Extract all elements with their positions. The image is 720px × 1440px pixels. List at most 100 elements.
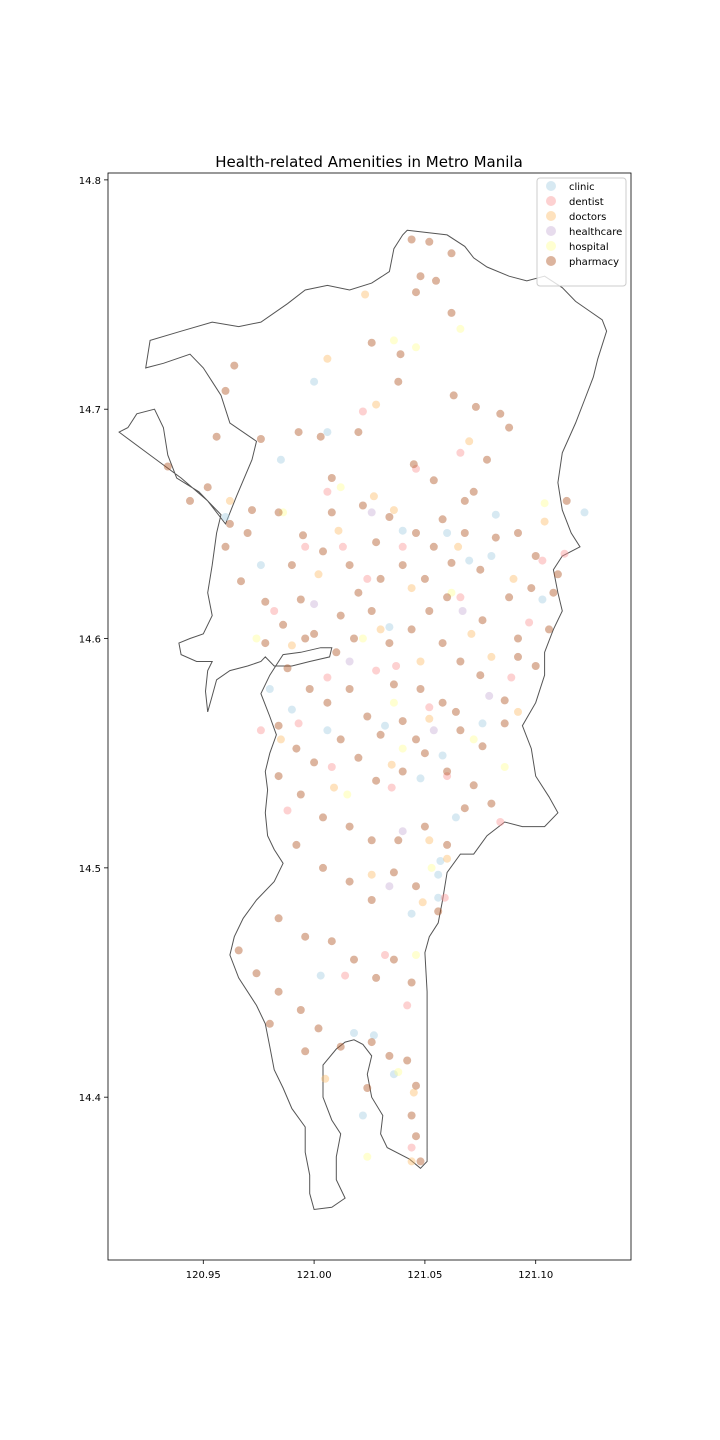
- pharmacy-point: [358, 501, 367, 510]
- dentist-point: [425, 703, 434, 712]
- pharmacy-point: [301, 932, 310, 941]
- hospital-point: [412, 951, 420, 959]
- pharmacy-point: [398, 717, 407, 726]
- pharmacy-point: [314, 1024, 323, 1033]
- pharmacy-point: [248, 506, 256, 515]
- y-tick-label: 14.6: [79, 635, 101, 646]
- legend-label-hospital: hospital: [569, 242, 609, 253]
- pharmacy-point: [549, 588, 558, 597]
- pharmacy-point: [451, 707, 460, 716]
- clinic-point: [398, 526, 407, 535]
- pharmacy-point: [296, 595, 305, 604]
- pharmacy-point: [434, 907, 443, 916]
- legend-label-healthcare: healthcare: [569, 227, 622, 238]
- pharmacy-point: [225, 519, 234, 528]
- pharmacy-point: [319, 813, 327, 822]
- pharmacy-point: [553, 570, 562, 579]
- pharmacy-point: [354, 588, 363, 597]
- pharmacy-point: [505, 593, 514, 602]
- hospital-point: [456, 324, 465, 333]
- y-tick-label: 14.8: [79, 176, 101, 187]
- pharmacy-point: [432, 276, 440, 285]
- pharmacy-point: [447, 558, 456, 567]
- series-dentist: [256, 407, 569, 1152]
- healthcare-point: [398, 827, 407, 836]
- pharmacy-point: [256, 435, 265, 443]
- doctors-point: [467, 629, 476, 638]
- pharmacy-point: [527, 584, 536, 593]
- clinic-point: [310, 377, 319, 386]
- pharmacy-point: [389, 868, 398, 877]
- doctors-point: [376, 625, 385, 634]
- pharmacy-point: [447, 249, 456, 258]
- pharmacy-point: [385, 1051, 394, 1060]
- legend-marker-doctors: [546, 211, 556, 221]
- x-axis: 120.95 121.00 121.05 121.10: [186, 1260, 553, 1281]
- dentist-point: [456, 448, 465, 457]
- dentist-point: [283, 806, 292, 815]
- hospital-point: [343, 790, 352, 799]
- pharmacy-point: [443, 593, 452, 602]
- clinic-point: [369, 1031, 378, 1040]
- hospital-point: [389, 698, 398, 707]
- dentist-point: [403, 1001, 412, 1010]
- dentist-point: [338, 542, 347, 551]
- pharmacy-point: [372, 538, 381, 547]
- dentist-point: [392, 662, 401, 670]
- legend-marker-clinic: [546, 181, 556, 191]
- doctors-point: [225, 496, 234, 505]
- doctors-point: [389, 506, 398, 515]
- dentist-point: [294, 719, 303, 728]
- pharmacy-point: [243, 529, 252, 537]
- pharmacy-point: [412, 882, 420, 891]
- clinic-point: [358, 1111, 367, 1120]
- doctors-point: [367, 870, 376, 879]
- pharmacy-point: [367, 338, 376, 347]
- pharmacy-point: [376, 574, 385, 583]
- pharmacy-point: [376, 730, 385, 739]
- pharmacy-point: [316, 432, 325, 441]
- pharmacy-point: [438, 698, 447, 707]
- dentist-point: [270, 607, 279, 615]
- pharmacy-point: [299, 531, 307, 540]
- pharmacy-point: [319, 863, 327, 872]
- pharmacy-point: [562, 496, 571, 505]
- doctors-point: [465, 437, 474, 446]
- chart-title: Health-related Amenities in Metro Manila: [215, 153, 523, 171]
- doctors-point: [321, 1074, 330, 1083]
- pharmacy-point: [345, 685, 354, 693]
- dentist-point: [301, 542, 310, 551]
- dentist-point: [323, 487, 332, 496]
- hospital-point: [540, 499, 549, 508]
- dentist-point: [507, 673, 516, 682]
- pharmacy-point: [438, 639, 447, 648]
- pharmacy-point: [323, 698, 332, 707]
- doctors-point: [425, 836, 434, 845]
- pharmacy-point: [385, 513, 394, 521]
- pharmacy-point: [274, 508, 283, 517]
- axes-frame: [107, 172, 632, 1261]
- pharmacy-point: [252, 969, 261, 978]
- dentist-point: [440, 893, 449, 902]
- clinic-point: [434, 870, 443, 879]
- pharmacy-point: [505, 423, 514, 432]
- pharmacy-point: [230, 361, 239, 370]
- doctors-point: [334, 526, 343, 535]
- pharmacy-point: [372, 973, 381, 982]
- pharmacy-point: [420, 749, 429, 758]
- dentist-point: [443, 772, 452, 781]
- dentist-point: [341, 971, 350, 980]
- legend-label-dentist: dentist: [569, 197, 604, 208]
- pharmacy-point: [531, 662, 540, 670]
- pharmacy-point: [336, 1042, 345, 1051]
- pharmacy-point: [274, 987, 283, 996]
- pharmacy-point: [460, 496, 469, 505]
- doctors-point: [416, 657, 425, 666]
- pharmacy-point: [394, 836, 403, 845]
- pharmacy-point: [287, 561, 296, 570]
- pharmacy-point: [438, 515, 447, 524]
- pharmacy-point: [407, 235, 416, 244]
- dentist-point: [358, 407, 367, 416]
- series-clinic: [221, 377, 589, 1120]
- pharmacy-point: [460, 804, 469, 813]
